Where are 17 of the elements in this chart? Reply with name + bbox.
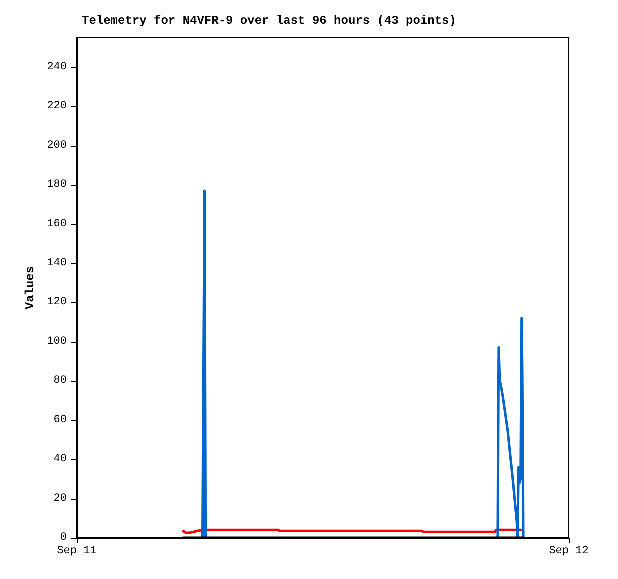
y-tick-label: 160: [47, 218, 67, 230]
y-tick-label: 20: [54, 492, 67, 505]
x-tick-label: Sep 11: [57, 546, 98, 558]
y-tick-label: 240: [47, 61, 67, 74]
y-tick-label: 120: [47, 296, 67, 309]
y-tick-label: 0: [60, 532, 67, 544]
y-tick-label: 40: [54, 454, 67, 466]
y-tick-label: 220: [47, 100, 67, 113]
y-tick-label: 80: [54, 375, 67, 388]
y-axis-title: Values: [23, 266, 38, 310]
y-tick-label: 140: [47, 257, 67, 270]
y-tick-label: 180: [47, 179, 67, 192]
y-tick-label: 60: [54, 414, 67, 426]
y-tick-label: 100: [47, 336, 67, 348]
chart-title: Telemetry for N4VFR-9 over last 96 hours (43 points): [82, 14, 456, 28]
y-tick-label: 200: [47, 140, 67, 152]
x-tick-label: Sep 12: [549, 546, 589, 558]
